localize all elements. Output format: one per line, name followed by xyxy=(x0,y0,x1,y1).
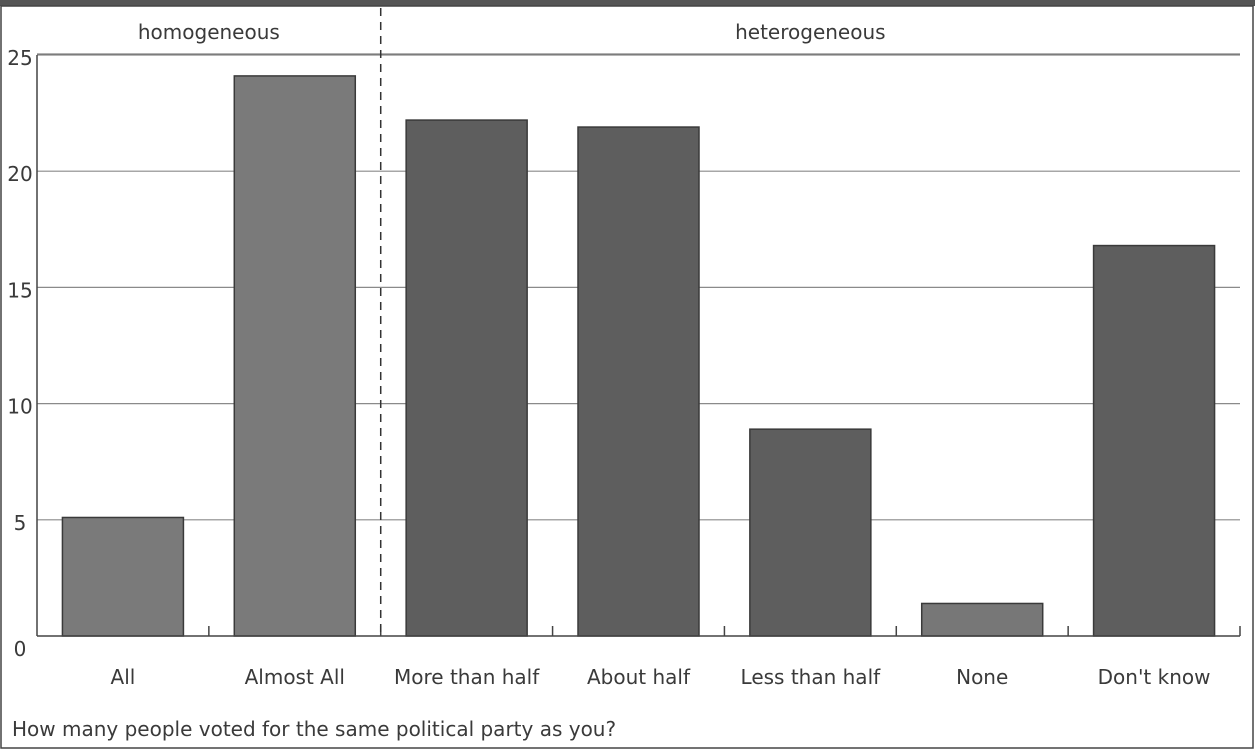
x-axis-label: How many people voted for the same polit… xyxy=(12,717,616,741)
group-label: heterogeneous xyxy=(735,20,885,44)
bar xyxy=(749,428,872,637)
labels: 0 5 10 15 20 25 homogeneous heterogeneous All Alm… xyxy=(7,20,1210,741)
bars xyxy=(61,75,1216,637)
bar xyxy=(1092,244,1216,637)
y-tick-label: 25 xyxy=(7,46,32,70)
bar xyxy=(920,602,1044,637)
y-tick-label: 0 xyxy=(14,637,27,661)
top-border xyxy=(0,0,1255,6)
x-tick-label: None xyxy=(956,665,1008,689)
y-tick-label: 20 xyxy=(7,162,32,186)
x-tick-label: All xyxy=(111,665,136,689)
y-tick-label: 5 xyxy=(14,511,27,535)
y-tick-label: 15 xyxy=(7,278,32,302)
x-tick-label: Almost All xyxy=(245,665,345,689)
bar xyxy=(61,516,185,637)
x-tick-label: Less than half xyxy=(741,665,882,689)
y-tick-label: 10 xyxy=(7,395,32,419)
frame-border xyxy=(0,5,1254,749)
x-tick-label: About half xyxy=(587,665,691,689)
bar xyxy=(405,119,528,637)
axes xyxy=(36,8,1241,637)
bar xyxy=(577,126,700,637)
x-tick-label: Don't know xyxy=(1098,665,1211,689)
group-label: homogeneous xyxy=(138,20,280,44)
x-tick-label: More than half xyxy=(394,665,540,689)
bar xyxy=(233,75,357,637)
